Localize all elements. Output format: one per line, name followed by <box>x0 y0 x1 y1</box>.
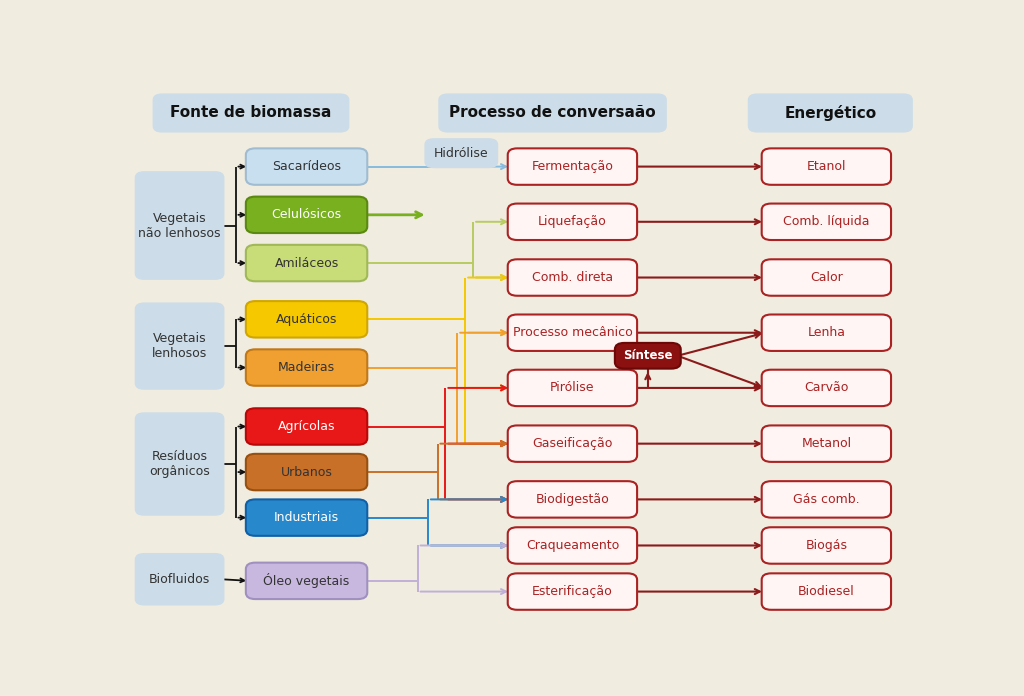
FancyBboxPatch shape <box>762 528 891 564</box>
Text: Craqueamento: Craqueamento <box>525 539 620 552</box>
FancyBboxPatch shape <box>135 171 224 280</box>
FancyBboxPatch shape <box>762 481 891 518</box>
Text: Pirólise: Pirólise <box>550 381 595 395</box>
FancyBboxPatch shape <box>508 574 637 610</box>
FancyBboxPatch shape <box>135 412 224 516</box>
Text: Vegetais
não lenhosos: Vegetais não lenhosos <box>138 212 221 239</box>
Text: Industriais: Industriais <box>274 511 339 524</box>
Text: Fonte de biomassa: Fonte de biomassa <box>170 106 332 120</box>
Text: Metanol: Metanol <box>802 437 851 450</box>
Text: Energético: Energético <box>784 105 877 121</box>
FancyBboxPatch shape <box>246 196 368 233</box>
FancyBboxPatch shape <box>762 425 891 462</box>
Text: Comb. direta: Comb. direta <box>531 271 613 284</box>
FancyBboxPatch shape <box>614 343 681 369</box>
Text: Síntese: Síntese <box>623 349 673 362</box>
FancyBboxPatch shape <box>762 574 891 610</box>
Text: Esterificação: Esterificação <box>532 585 612 598</box>
FancyBboxPatch shape <box>246 409 368 445</box>
Text: Carvão: Carvão <box>804 381 849 395</box>
FancyBboxPatch shape <box>246 454 368 490</box>
FancyBboxPatch shape <box>762 370 891 406</box>
FancyBboxPatch shape <box>508 528 637 564</box>
Text: Lenha: Lenha <box>807 326 846 339</box>
Text: Liquefação: Liquefação <box>538 215 607 228</box>
FancyBboxPatch shape <box>246 562 368 599</box>
Text: Óleo vegetais: Óleo vegetais <box>263 574 349 588</box>
FancyBboxPatch shape <box>153 93 349 132</box>
FancyBboxPatch shape <box>508 203 637 240</box>
Text: Etanol: Etanol <box>807 160 846 173</box>
Text: Gás comb.: Gás comb. <box>793 493 860 506</box>
Text: Biogás: Biogás <box>805 539 848 552</box>
Text: Vegetais
lenhosos: Vegetais lenhosos <box>152 332 207 360</box>
Text: Urbanos: Urbanos <box>281 466 333 479</box>
FancyBboxPatch shape <box>246 500 368 536</box>
Text: Biodigestão: Biodigestão <box>536 493 609 506</box>
FancyBboxPatch shape <box>762 203 891 240</box>
Text: Processo mecânico: Processo mecânico <box>513 326 632 339</box>
FancyBboxPatch shape <box>508 370 637 406</box>
Text: Biodiesel: Biodiesel <box>798 585 855 598</box>
Text: Comb. líquida: Comb. líquida <box>783 215 869 228</box>
FancyBboxPatch shape <box>246 349 368 386</box>
Text: Calor: Calor <box>810 271 843 284</box>
Text: Sacarídeos: Sacarídeos <box>272 160 341 173</box>
FancyBboxPatch shape <box>424 139 499 168</box>
FancyBboxPatch shape <box>748 93 912 132</box>
Text: Processo de conversaão: Processo de conversaão <box>450 106 656 120</box>
FancyBboxPatch shape <box>246 245 368 281</box>
Text: Hidrólise: Hidrólise <box>434 147 488 159</box>
FancyBboxPatch shape <box>508 148 637 185</box>
FancyBboxPatch shape <box>438 93 667 132</box>
FancyBboxPatch shape <box>762 260 891 296</box>
FancyBboxPatch shape <box>135 553 224 606</box>
Text: Gaseificação: Gaseificação <box>532 437 612 450</box>
Text: Madeiras: Madeiras <box>278 361 335 374</box>
Text: Resíduos
orgânicos: Resíduos orgânicos <box>150 450 210 478</box>
Text: Amiláceos: Amiláceos <box>274 257 339 269</box>
Text: Aquáticos: Aquáticos <box>275 313 337 326</box>
FancyBboxPatch shape <box>135 303 224 390</box>
FancyBboxPatch shape <box>508 315 637 351</box>
Text: Agrícolas: Agrícolas <box>278 420 335 433</box>
FancyBboxPatch shape <box>508 425 637 462</box>
FancyBboxPatch shape <box>762 148 891 185</box>
FancyBboxPatch shape <box>508 481 637 518</box>
Text: Fermentação: Fermentação <box>531 160 613 173</box>
FancyBboxPatch shape <box>508 260 637 296</box>
Text: Celulósicos: Celulósicos <box>271 208 342 221</box>
Text: Biofluidos: Biofluidos <box>148 573 210 586</box>
FancyBboxPatch shape <box>246 301 368 338</box>
FancyBboxPatch shape <box>246 148 368 185</box>
FancyBboxPatch shape <box>762 315 891 351</box>
